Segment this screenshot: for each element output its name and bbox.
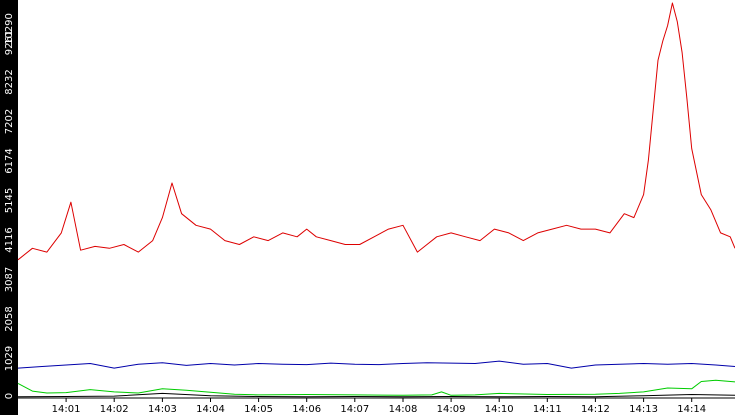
y-tick-label: 10290 <box>4 13 15 45</box>
y-axis-ticks: 0 1029 2058 3087 4116 5145 6174 7202 8232 9261102… <box>4 13 15 399</box>
x-tick-label: 14:14 <box>677 404 706 415</box>
series-line-red <box>17 2 735 261</box>
x-tick-label: 14:12 <box>581 404 610 415</box>
x-tick-label: 14:08 <box>389 404 418 415</box>
x-tick-label: 14:10 <box>485 404 514 415</box>
x-tick-label: 14:06 <box>292 404 321 415</box>
y-tick-label: 1029 <box>4 346 15 371</box>
x-tick-label: 14:01 <box>52 404 81 415</box>
series-line-black <box>17 392 735 398</box>
x-tick-label: 14:13 <box>629 404 658 415</box>
x-tick-label: 14:05 <box>244 404 273 415</box>
x-tick-label: 14:07 <box>340 404 369 415</box>
y-tick-label: 0 <box>4 393 15 399</box>
series-layer <box>17 2 735 398</box>
y-tick-label: 5145 <box>4 188 15 213</box>
y-tick-label: 9261 <box>4 30 15 55</box>
x-tick-label: 14:11 <box>533 404 562 415</box>
y-tick-label: 7202 <box>4 109 15 134</box>
series-line-blue <box>17 360 735 369</box>
x-axis-ticks: 14:01 14:02 14:03 14:04 14:05 14:06 14:07 14:08… <box>52 398 706 415</box>
y-tick-label: 4116 <box>4 227 15 252</box>
y-tick-label: 3087 <box>4 267 15 292</box>
y-tick-label: 6174 <box>4 148 15 173</box>
y-tick-label: 8232 <box>4 69 15 94</box>
x-tick-label: 14:09 <box>437 404 466 415</box>
series-line-green <box>17 379 735 396</box>
x-tick-label: 14:04 <box>196 404 225 415</box>
x-tick-label: 14:03 <box>148 404 177 415</box>
x-tick-label: 14:02 <box>100 404 129 415</box>
y-tick-label: 2058 <box>4 306 15 331</box>
y-axis-band <box>0 0 18 415</box>
